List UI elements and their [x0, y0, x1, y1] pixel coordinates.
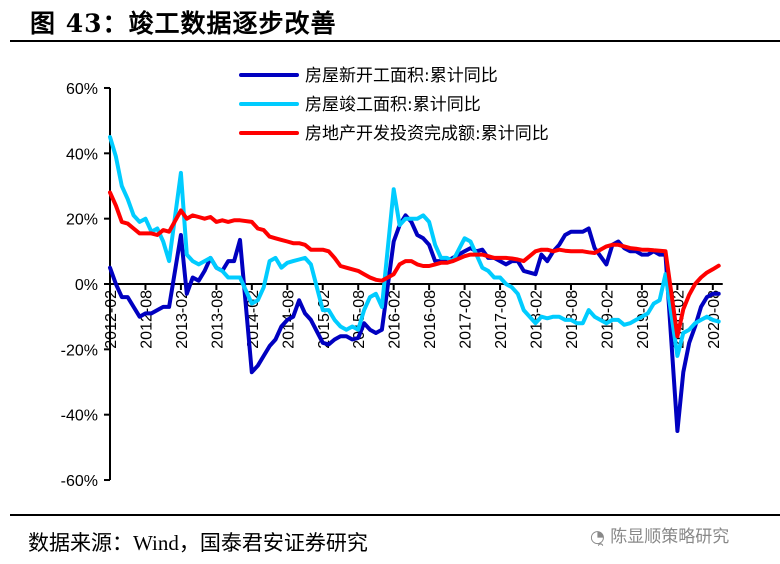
x-tick-label: 2017-08	[493, 290, 510, 349]
x-tick-label: 2012-02	[103, 290, 120, 349]
figure-title: 图 43：竣工数据逐步改善	[30, 9, 337, 38]
y-tick-label: 60%	[66, 81, 98, 98]
legend-label-1: 房屋新开工面积:累计同比	[305, 66, 498, 86]
y-tick-label: 0%	[75, 277, 98, 294]
y-tick-label: -20%	[61, 342, 98, 359]
legend-label-2: 房屋竣工面积:累计同比	[305, 95, 481, 115]
y-tick-label: 20%	[66, 212, 98, 229]
footer-divider	[10, 514, 780, 516]
watermark-text: 陈显顺策略研究	[610, 527, 730, 547]
y-tick-label: -40%	[61, 408, 98, 425]
source-note: 数据来源：Wind，国泰君安证券研究	[28, 531, 368, 555]
series-line-3	[108, 190, 721, 339]
y-tick-label: 40%	[66, 146, 98, 163]
x-tick-label: 2017-02	[458, 290, 475, 349]
x-tick-label: 2019-08	[635, 290, 652, 349]
wechat-icon: ◔̯	[590, 527, 611, 547]
title-divider	[10, 40, 780, 42]
x-tick-label: 2019-02	[599, 290, 616, 349]
x-tick-label: 2013-08	[209, 290, 226, 349]
x-tick-label: 2013-02	[174, 290, 191, 349]
legend-label-3: 房地产开发投资完成额:累计同比	[305, 124, 549, 144]
series-line-2	[108, 135, 721, 358]
x-tick-label: 2016-08	[422, 290, 439, 349]
watermark: ◔̯ 陈显顺策略研究	[590, 522, 729, 547]
y-tick-label: -60%	[61, 473, 98, 490]
x-tick-label: 2016-02	[387, 290, 404, 349]
x-tick-label: 2012-08	[138, 290, 155, 349]
